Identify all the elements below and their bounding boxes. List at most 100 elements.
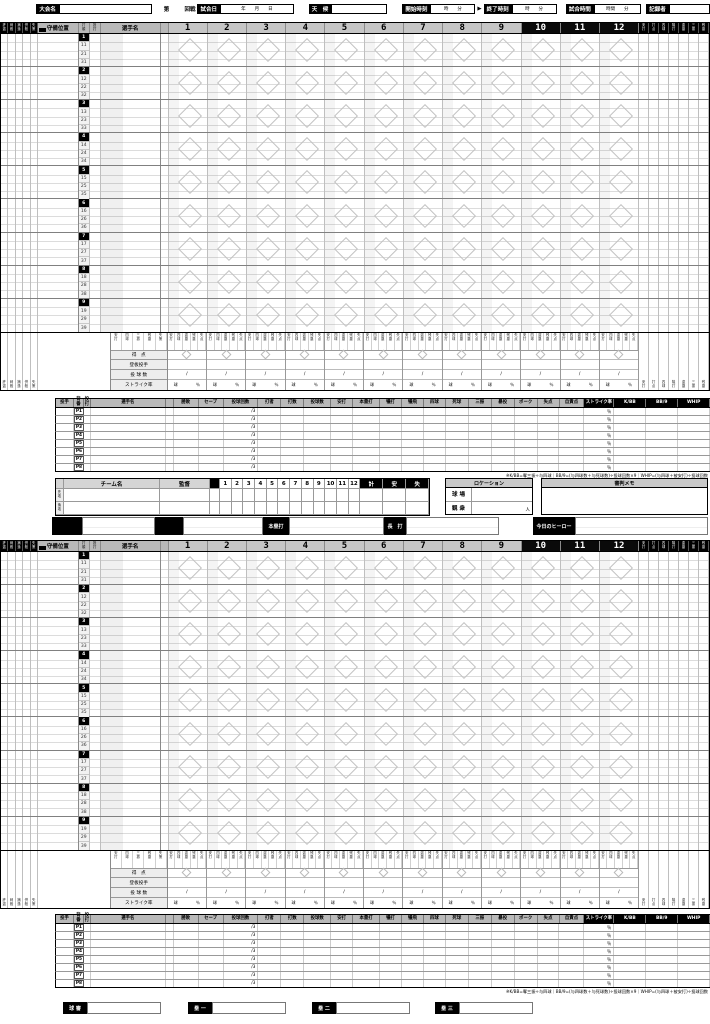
stat-cell[interactable]: /3 (224, 940, 259, 947)
stat-cell[interactable] (281, 956, 305, 963)
inning-cell[interactable] (482, 199, 522, 232)
strike-rate-cell[interactable]: 球％ (442, 898, 481, 908)
inning-cell[interactable] (286, 67, 326, 100)
position-cell[interactable] (38, 166, 79, 199)
pitcher-name-cell[interactable] (91, 456, 166, 463)
strike-rate-cell[interactable]: 球％ (285, 380, 324, 390)
inning-cell[interactable] (364, 750, 404, 783)
stat-cell[interactable] (281, 932, 305, 939)
inning-cell[interactable] (168, 816, 208, 850)
inning-cell[interactable] (599, 783, 640, 816)
stat-cell[interactable] (646, 408, 679, 415)
inning-cell[interactable] (560, 100, 600, 133)
inning-cell[interactable] (599, 166, 640, 199)
position-cell[interactable] (38, 34, 79, 67)
umpire-name-field[interactable] (336, 1002, 410, 1014)
inning-cell[interactable] (168, 67, 208, 100)
stat-cell[interactable] (402, 448, 424, 455)
inning-cell[interactable] (599, 816, 640, 850)
pitch-count-cell[interactable]: / (167, 888, 206, 899)
stat-cell[interactable] (174, 424, 199, 431)
pitch-count-cell[interactable]: / (442, 888, 481, 899)
inning-score-cell[interactable] (243, 489, 256, 502)
inning-cell[interactable] (403, 783, 444, 816)
stat-cell[interactable] (538, 424, 560, 431)
pitch-count-cell[interactable]: / (285, 888, 324, 899)
inning-cell[interactable] (482, 298, 522, 332)
stat-cell[interactable] (515, 924, 538, 931)
stat-cell[interactable] (258, 956, 282, 963)
pitcher-name-cell[interactable] (91, 464, 166, 471)
stat-cell[interactable] (538, 980, 560, 987)
inning-cell[interactable] (560, 717, 600, 750)
stat-cell[interactable] (559, 424, 585, 431)
inning-cell[interactable] (325, 552, 365, 585)
pitchers-used-cell[interactable] (246, 360, 285, 371)
inning-cell[interactable] (443, 166, 483, 199)
stat-cell[interactable] (402, 972, 424, 979)
inning-cell[interactable] (246, 816, 287, 850)
inning-cell[interactable] (599, 750, 640, 783)
inning-score-cell[interactable] (278, 489, 291, 502)
stat-cell[interactable] (492, 948, 515, 955)
runs-cell[interactable] (246, 867, 285, 879)
stat-cell[interactable] (678, 448, 710, 455)
inning-score-cell[interactable] (301, 502, 314, 515)
stat-cell[interactable] (174, 980, 199, 987)
stat-cell[interactable] (492, 940, 515, 947)
stat-cell[interactable] (281, 972, 305, 979)
manager-cell[interactable] (160, 489, 210, 502)
stat-cell[interactable] (281, 432, 305, 439)
team-name-cell[interactable] (64, 502, 160, 515)
inning-cell[interactable] (482, 552, 522, 585)
stat-cell[interactable] (492, 464, 515, 471)
runs-cell[interactable] (560, 349, 599, 361)
inning-cell[interactable] (560, 618, 600, 651)
stat-cell[interactable] (353, 972, 381, 979)
inning-cell[interactable] (246, 34, 287, 67)
inning-cell[interactable] (599, 585, 640, 618)
inning-cell[interactable] (482, 783, 522, 816)
player-name-cell[interactable] (100, 133, 161, 166)
stat-cell[interactable] (646, 972, 679, 979)
stat-cell[interactable] (678, 932, 710, 939)
inning-score-cell[interactable] (255, 489, 267, 502)
inning-cell[interactable] (599, 34, 640, 67)
stat-cell[interactable] (402, 432, 424, 439)
stat-cell[interactable] (559, 440, 585, 447)
inning-cell[interactable] (521, 618, 561, 651)
stat-cell[interactable] (353, 940, 381, 947)
inning-cell[interactable] (560, 651, 600, 684)
stat-cell[interactable] (380, 440, 402, 447)
inning-cell[interactable] (286, 684, 326, 717)
pitchers-used-cell[interactable] (285, 878, 324, 889)
pitch-count-cell[interactable]: / (560, 370, 599, 381)
position-cell[interactable] (38, 651, 79, 684)
inning-cell[interactable] (207, 133, 247, 166)
inning-cell[interactable] (325, 100, 365, 133)
inning-cell[interactable] (443, 585, 483, 618)
stat-cell[interactable] (353, 408, 381, 415)
stat-cell[interactable] (304, 948, 332, 955)
stat-cell[interactable] (559, 972, 585, 979)
stat-cell[interactable] (304, 924, 332, 931)
inning-cell[interactable] (443, 298, 483, 332)
inning-cell[interactable] (168, 133, 208, 166)
stat-cell[interactable] (614, 956, 647, 963)
inning-cell[interactable] (599, 67, 640, 100)
stat-cell[interactable] (331, 448, 354, 455)
inning-cell[interactable] (521, 816, 561, 850)
inning-cell[interactable] (364, 552, 404, 585)
pitcher-name-cell[interactable] (91, 432, 166, 439)
stat-cell[interactable] (199, 924, 224, 931)
inning-cell[interactable] (364, 67, 404, 100)
stat-cell[interactable] (538, 956, 560, 963)
stat-cell[interactable] (304, 440, 332, 447)
runs-cell[interactable] (167, 349, 206, 361)
stat-cell[interactable]: ％ (584, 456, 615, 463)
stat-cell[interactable] (258, 448, 282, 455)
total-cell[interactable] (360, 489, 384, 502)
stat-cell[interactable] (646, 456, 679, 463)
inning-cell[interactable] (168, 100, 208, 133)
stat-cell[interactable] (492, 456, 515, 463)
